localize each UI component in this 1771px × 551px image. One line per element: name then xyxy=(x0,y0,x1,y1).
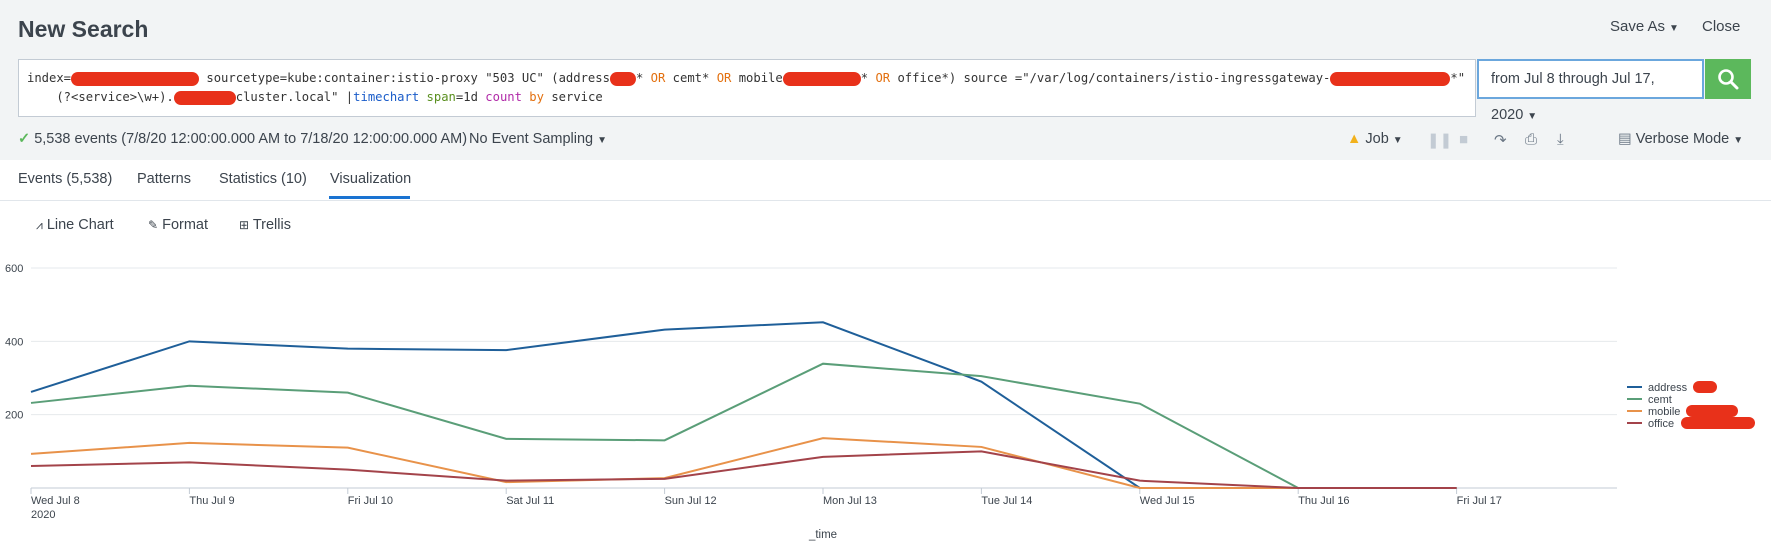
checkmark-icon: ✓ xyxy=(18,131,31,147)
x-tick-label: Sun Jul 12 xyxy=(665,495,717,507)
search-button[interactable] xyxy=(1705,59,1751,99)
redaction-mark xyxy=(1330,71,1451,86)
search-text: index= xyxy=(27,71,72,85)
x-tick-label: Sat Jul 11 xyxy=(506,495,554,507)
grid-icon: ⊞ xyxy=(239,218,250,232)
format-button[interactable]: ✎ Format xyxy=(148,217,208,233)
time-range-picker[interactable]: from Jul 8 through Jul 17, 2020 ▼ xyxy=(1477,59,1704,123)
legend-label-office: office xyxy=(1648,418,1674,430)
legend-label-mobile: mobile xyxy=(1648,406,1680,418)
stop-icon[interactable]: ■ xyxy=(1459,131,1469,148)
event-sampling-dropdown[interactable]: No Event Sampling ▼ xyxy=(469,131,607,147)
results-tabs: Events (5,538) Patterns Statistics (10) … xyxy=(0,160,1771,201)
x-tick-label: Fri Jul 10 xyxy=(348,495,393,507)
job-label: Job xyxy=(1365,131,1389,147)
tab-statistics[interactable]: Statistics (10) xyxy=(219,171,307,187)
trellis-label: Trellis xyxy=(252,217,291,233)
search-text: =1d xyxy=(455,90,486,104)
redaction-mark xyxy=(1693,381,1717,393)
x-tick-label: Wed Jul 8 xyxy=(31,495,80,507)
search-text: mobile xyxy=(731,71,783,85)
x-tick-label: Mon Jul 13 xyxy=(823,495,877,507)
series-line-cemt xyxy=(30,362,1457,489)
redaction-mark xyxy=(1686,405,1738,417)
search-text: sourcetype=kube:container:istio-proxy "5… xyxy=(199,71,610,85)
export-icon[interactable]: ⤓ xyxy=(1557,131,1564,148)
save-as-button[interactable]: Save As ▼ xyxy=(1610,18,1679,35)
tab-patterns[interactable]: Patterns xyxy=(137,171,191,187)
redaction-mark xyxy=(71,71,200,86)
search-text: cemt* xyxy=(665,71,717,85)
search-argument-span: span xyxy=(426,90,456,104)
search-text: * xyxy=(635,71,651,85)
series-line-office xyxy=(30,450,1457,489)
search-keyword-by: by xyxy=(529,90,544,104)
search-icon xyxy=(1718,69,1739,90)
redaction-mark xyxy=(1681,417,1755,429)
caret-down-icon: ▼ xyxy=(597,135,608,146)
tab-events[interactable]: Events (5,538) xyxy=(18,171,113,187)
redaction-mark xyxy=(782,71,861,86)
time-range-label: from Jul 8 through Jul 17, 2020 xyxy=(1491,71,1655,123)
line-chart-button[interactable]: ⩘ Line Chart xyxy=(36,217,114,233)
event-sampling-label: No Event Sampling xyxy=(469,131,594,147)
x-tick-label: Wed Jul 15 xyxy=(1140,495,1195,507)
search-mode-label: Verbose Mode xyxy=(1635,131,1730,147)
search-keyword-or: OR xyxy=(875,71,891,85)
save-as-label: Save As xyxy=(1610,18,1666,35)
redaction-mark xyxy=(173,90,236,105)
pencil-icon: ✎ xyxy=(148,218,159,232)
search-function-count: count xyxy=(485,90,522,104)
page-title: New Search xyxy=(18,16,149,42)
mode-icon: ▤ xyxy=(1618,131,1632,147)
legend-label-cemt: cemt xyxy=(1648,394,1672,406)
x-axis-title: _time xyxy=(808,529,837,541)
x-tick-sublabel: 2020 xyxy=(31,509,55,521)
y-tick-label: 200 xyxy=(5,410,23,422)
x-tick-label: Fri Jul 17 xyxy=(1457,495,1502,507)
x-tick-label: Thu Jul 16 xyxy=(1298,495,1349,507)
line-chart-icon: ⩘ xyxy=(36,218,43,232)
event-count-status: ✓ 5,538 events (7/8/20 12:00:00.000 AM t… xyxy=(18,131,467,147)
search-keyword-or: OR xyxy=(716,71,732,85)
search-text: service xyxy=(543,90,603,104)
caret-down-icon: ▼ xyxy=(1392,135,1403,146)
series-line-mobile xyxy=(30,437,1457,489)
search-mode-dropdown[interactable]: ▤ Verbose Mode ▼ xyxy=(1618,131,1743,147)
trellis-button[interactable]: ⊞ Trellis xyxy=(239,217,291,233)
warning-icon: ▲ xyxy=(1347,131,1362,147)
print-icon[interactable]: ⎙ xyxy=(1525,131,1538,148)
search-input[interactable]: index= sourcetype=kube:container:istio-p… xyxy=(18,59,1476,117)
legend-label-address: address xyxy=(1648,382,1688,394)
x-tick-label: Tue Jul 14 xyxy=(981,495,1032,507)
share-icon[interactable]: ↷ xyxy=(1494,132,1507,149)
search-text: office*) source ="/var/log/containers/is… xyxy=(890,71,1331,85)
series-line-address xyxy=(30,321,1457,489)
caret-down-icon: ▼ xyxy=(1733,135,1744,146)
y-tick-label: 400 xyxy=(5,336,23,348)
format-label: Format xyxy=(162,217,209,233)
search-keyword-or: OR xyxy=(650,71,666,85)
caret-down-icon: ▼ xyxy=(1527,111,1538,122)
event-count-text: 5,538 events (7/8/20 12:00:00.000 AM to … xyxy=(34,131,468,147)
pause-icon[interactable]: ❚❚ xyxy=(1427,132,1453,149)
caret-down-icon: ▼ xyxy=(1669,23,1679,34)
x-tick-label: Thu Jul 9 xyxy=(189,495,234,507)
line-chart[interactable]: 200 400 600 Wed Jul 8 Thu Jul 9 Fri Jul 10 Sat… xyxy=(0,240,1771,551)
search-text: *" | xyxy=(1450,71,1475,85)
search-text: * xyxy=(860,71,876,85)
y-tick-label: 600 xyxy=(5,263,23,275)
search-command-timechart: timechart xyxy=(353,90,420,104)
close-button[interactable]: Close xyxy=(1702,18,1741,35)
line-chart-label: Line Chart xyxy=(46,217,114,233)
search-text: cluster.local" | xyxy=(235,90,354,104)
tab-visualization[interactable]: Visualization xyxy=(330,171,412,187)
job-menu-button[interactable]: ▲ Job ▼ xyxy=(1347,131,1403,147)
search-text: (?<service>\w+). xyxy=(27,90,174,104)
redaction-mark xyxy=(609,71,636,86)
active-tab-indicator xyxy=(329,196,410,199)
search-text xyxy=(419,90,426,104)
